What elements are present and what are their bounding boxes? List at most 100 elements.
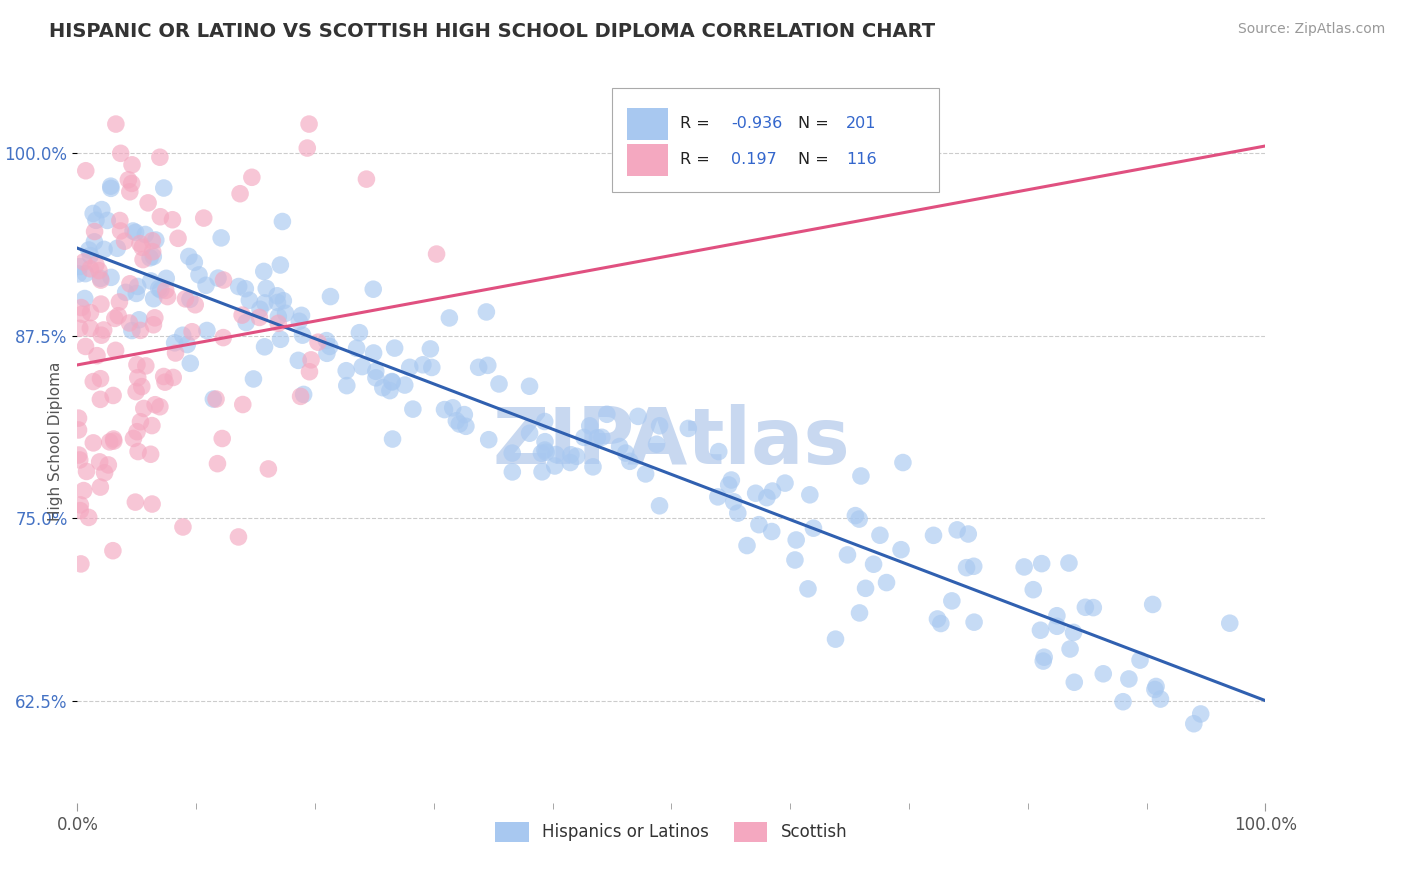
Text: R =: R = — [679, 116, 714, 131]
Point — [229, 186, 252, 201]
Point — [398, 360, 420, 375]
Point — [87, 263, 110, 277]
Text: R =: R = — [679, 153, 714, 168]
Point — [181, 325, 204, 339]
Point — [475, 305, 498, 319]
Text: HISPANIC OR LATINO VS SCOTTISH HIGH SCHOOL DIPLOMA CORRELATION CHART: HISPANIC OR LATINO VS SCOTTISH HIGH SCHO… — [49, 22, 935, 41]
Point — [648, 418, 671, 433]
Point — [1057, 556, 1080, 570]
Point — [118, 277, 141, 291]
Point — [290, 389, 312, 403]
Point — [124, 495, 146, 509]
Point — [727, 506, 749, 520]
Point — [177, 250, 200, 264]
Point — [69, 321, 91, 335]
Point — [346, 341, 368, 355]
Point — [477, 359, 499, 373]
Point — [1092, 666, 1115, 681]
Point — [844, 508, 866, 523]
Point — [149, 400, 172, 414]
Point — [426, 247, 449, 261]
Point — [67, 423, 90, 437]
Point — [627, 409, 650, 424]
Point — [67, 267, 90, 281]
Point — [75, 339, 97, 353]
Point — [155, 284, 177, 298]
Point — [145, 233, 167, 247]
Point — [89, 480, 111, 494]
Point — [110, 224, 132, 238]
Point — [1182, 716, 1205, 731]
Point — [232, 398, 254, 412]
Point — [152, 181, 174, 195]
Point — [90, 328, 112, 343]
Point — [90, 202, 112, 217]
Point — [249, 302, 271, 317]
Point — [717, 478, 740, 492]
Point — [748, 517, 770, 532]
Point — [1046, 619, 1069, 633]
Point — [849, 469, 872, 483]
Point — [707, 444, 730, 458]
Point — [136, 195, 159, 210]
Point — [361, 282, 384, 296]
Text: 116: 116 — [846, 153, 876, 168]
Point — [1033, 650, 1056, 665]
Point — [319, 289, 342, 303]
Point — [519, 426, 541, 441]
Point — [101, 388, 124, 402]
Point — [963, 615, 986, 629]
Point — [619, 454, 641, 468]
Point — [744, 486, 766, 500]
Point — [544, 458, 567, 473]
Point — [139, 447, 162, 461]
Point — [534, 445, 557, 459]
Point — [82, 375, 104, 389]
Point — [1022, 582, 1045, 597]
Point — [125, 286, 148, 301]
Point — [103, 434, 125, 448]
Point — [117, 173, 139, 187]
Point — [1029, 624, 1052, 638]
Point — [419, 342, 441, 356]
Point — [90, 273, 112, 287]
Point — [957, 527, 980, 541]
Point — [356, 172, 378, 186]
Point — [83, 235, 105, 249]
Point — [565, 450, 588, 464]
Point — [678, 421, 700, 435]
Point — [211, 432, 233, 446]
Point — [755, 491, 778, 505]
Point — [162, 370, 184, 384]
Point — [837, 548, 859, 562]
Point — [1189, 706, 1212, 721]
FancyBboxPatch shape — [627, 144, 668, 176]
Point — [176, 337, 198, 351]
Point — [364, 371, 387, 385]
Point — [253, 340, 276, 354]
Point — [93, 466, 115, 480]
Point — [89, 455, 111, 469]
Point — [207, 271, 229, 285]
Point — [352, 359, 374, 374]
Point — [634, 467, 657, 481]
Point — [381, 432, 404, 446]
Point — [614, 446, 637, 460]
Point — [141, 234, 163, 248]
Text: N =: N = — [799, 116, 834, 131]
Point — [167, 231, 190, 245]
Point — [129, 323, 152, 337]
Point — [82, 206, 104, 220]
Point — [103, 432, 125, 446]
Point — [149, 210, 172, 224]
Point — [69, 503, 91, 517]
Point — [799, 488, 821, 502]
Point — [412, 358, 434, 372]
Point — [212, 273, 235, 287]
Point — [195, 278, 218, 293]
Point — [104, 343, 127, 358]
Point — [848, 512, 870, 526]
Point — [723, 495, 745, 509]
Point — [235, 316, 257, 330]
Point — [73, 255, 96, 269]
